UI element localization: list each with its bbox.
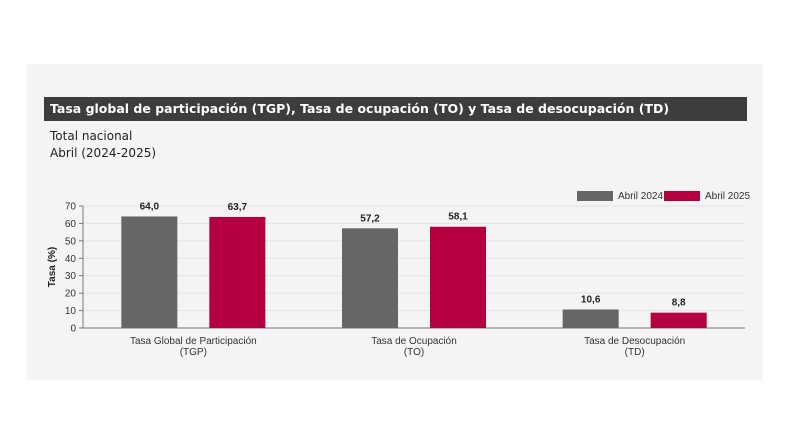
data-label: 63,7: [228, 202, 248, 213]
y-tick-label: 0: [70, 324, 76, 335]
y-tick-label: 50: [65, 236, 77, 247]
data-label: 10,6: [581, 295, 601, 306]
chart-panel: Tasa global de participación (TGP), Tasa…: [27, 64, 763, 380]
bar-chart: 0 10 20 30 40 50 60 70 Tasa (%) 64,0 63,7 Tasa Glob…: [47, 201, 745, 358]
x-tick-label: (TGP): [180, 347, 207, 358]
x-tick-label: Tasa de Desocupación: [584, 336, 685, 347]
y-tick-label: 40: [65, 254, 77, 265]
subtitle-scope: Total nacional: [50, 129, 133, 143]
x-tick-label: (TO): [404, 347, 424, 358]
y-tick-label: 60: [65, 219, 77, 230]
legend-item-2025: Abril 2025: [664, 190, 750, 202]
legend-label-2025: Abril 2025: [705, 190, 751, 202]
legend-swatch-2024: [577, 191, 613, 201]
data-label: 57,2: [360, 213, 380, 224]
bar-2024-0: [121, 216, 178, 328]
x-tick-label: Tasa de Ocupación: [371, 336, 457, 347]
bar-2025-0: [209, 216, 266, 328]
legend-swatch-2025: [664, 191, 700, 201]
legend-label-2024: Abril 2024: [618, 190, 664, 202]
bar-2025-2: [650, 312, 707, 328]
y-tick-label: 30: [65, 271, 77, 282]
data-label: 8,8: [672, 298, 686, 309]
data-label: 64,0: [140, 201, 160, 212]
y-tick-label: 70: [65, 202, 77, 213]
y-axis-label: Tasa (%): [47, 247, 58, 287]
x-tick-label: Tasa Global de Participación: [130, 336, 257, 347]
y-tick-label: 10: [65, 306, 77, 317]
bar-2025-1: [430, 226, 486, 328]
legend-item-2024: Abril 2024: [577, 190, 663, 202]
subtitle-period: Abril (2024-2025): [50, 146, 157, 160]
y-tick-label: 20: [65, 289, 77, 300]
bar-2024-2: [562, 309, 619, 328]
bar-2024-1: [342, 228, 398, 328]
chart-title: Tasa global de participación (TGP), Tasa…: [44, 97, 747, 121]
data-label: 58,1: [448, 212, 468, 223]
x-tick-label: (TD): [625, 347, 645, 358]
